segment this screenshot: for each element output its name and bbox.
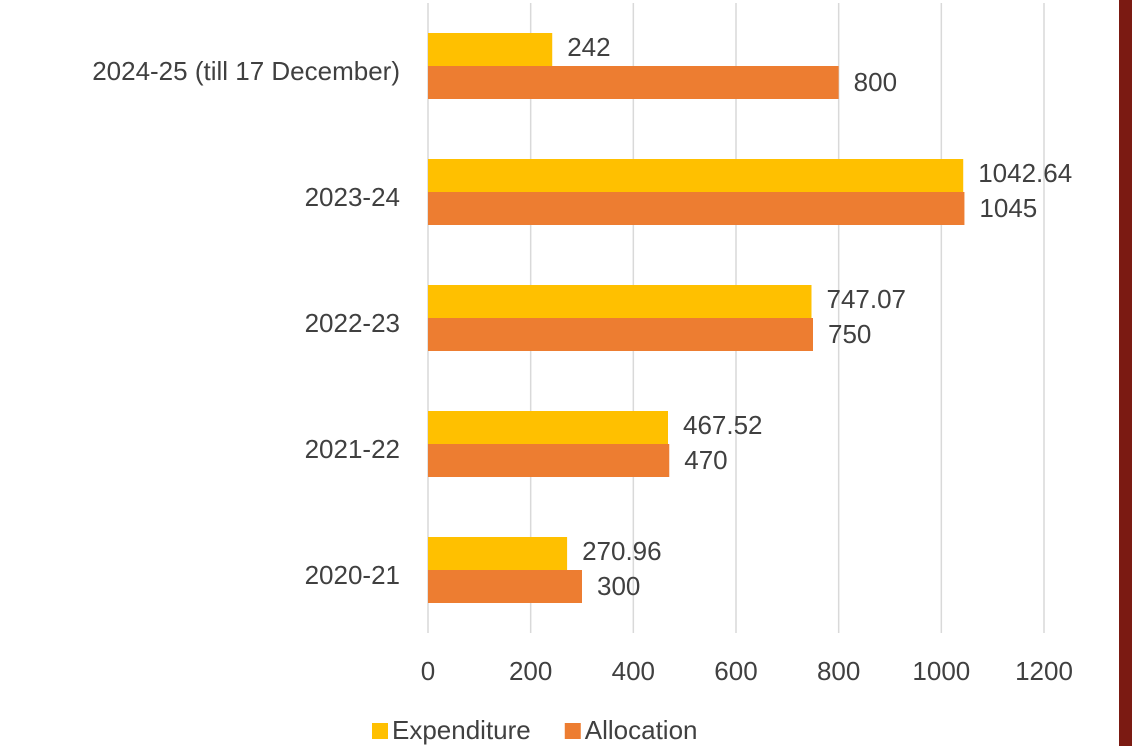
- legend-swatch: [564, 723, 581, 739]
- x-tick-label: 400: [612, 656, 655, 686]
- x-tick-label: 600: [714, 656, 757, 686]
- y-tick-label: 2021-22: [305, 434, 400, 464]
- y-tick-label: 2022-23: [305, 308, 400, 338]
- legend-label: Allocation: [585, 715, 698, 745]
- data-label: 467.52: [683, 410, 763, 440]
- data-label: 800: [854, 67, 897, 97]
- y-tick-label: 2020-21: [305, 560, 400, 590]
- x-tick-label: 1200: [1015, 656, 1073, 686]
- legend-label: Expenditure: [392, 715, 531, 745]
- data-label: 1045: [979, 193, 1037, 223]
- x-tick-label: 0: [421, 656, 435, 686]
- data-label: 300: [597, 571, 640, 601]
- data-label: 1042.64: [978, 158, 1072, 188]
- bar: [428, 159, 964, 192]
- bar: [428, 66, 839, 99]
- data-label: 270.96: [582, 536, 662, 566]
- data-label: 750: [828, 319, 871, 349]
- data-label: 242: [567, 32, 610, 62]
- bar: [428, 570, 582, 603]
- bar: [428, 285, 812, 318]
- legend-swatch: [372, 723, 388, 739]
- x-tick-label: 1000: [912, 656, 970, 686]
- data-label: 747.07: [826, 284, 906, 314]
- bar: [428, 537, 568, 570]
- y-tick-label: 2023-24: [305, 182, 400, 212]
- bar: [428, 411, 668, 444]
- side-strip: [1119, 0, 1132, 746]
- y-tick-label: 2024-25 (till 17 December): [92, 56, 400, 86]
- x-tick-label: 200: [509, 656, 552, 686]
- bar: [428, 444, 670, 477]
- x-tick-label: 800: [817, 656, 860, 686]
- bar: [428, 33, 553, 66]
- data-label: 470: [684, 445, 727, 475]
- bar: [428, 318, 813, 351]
- bar: [428, 192, 965, 225]
